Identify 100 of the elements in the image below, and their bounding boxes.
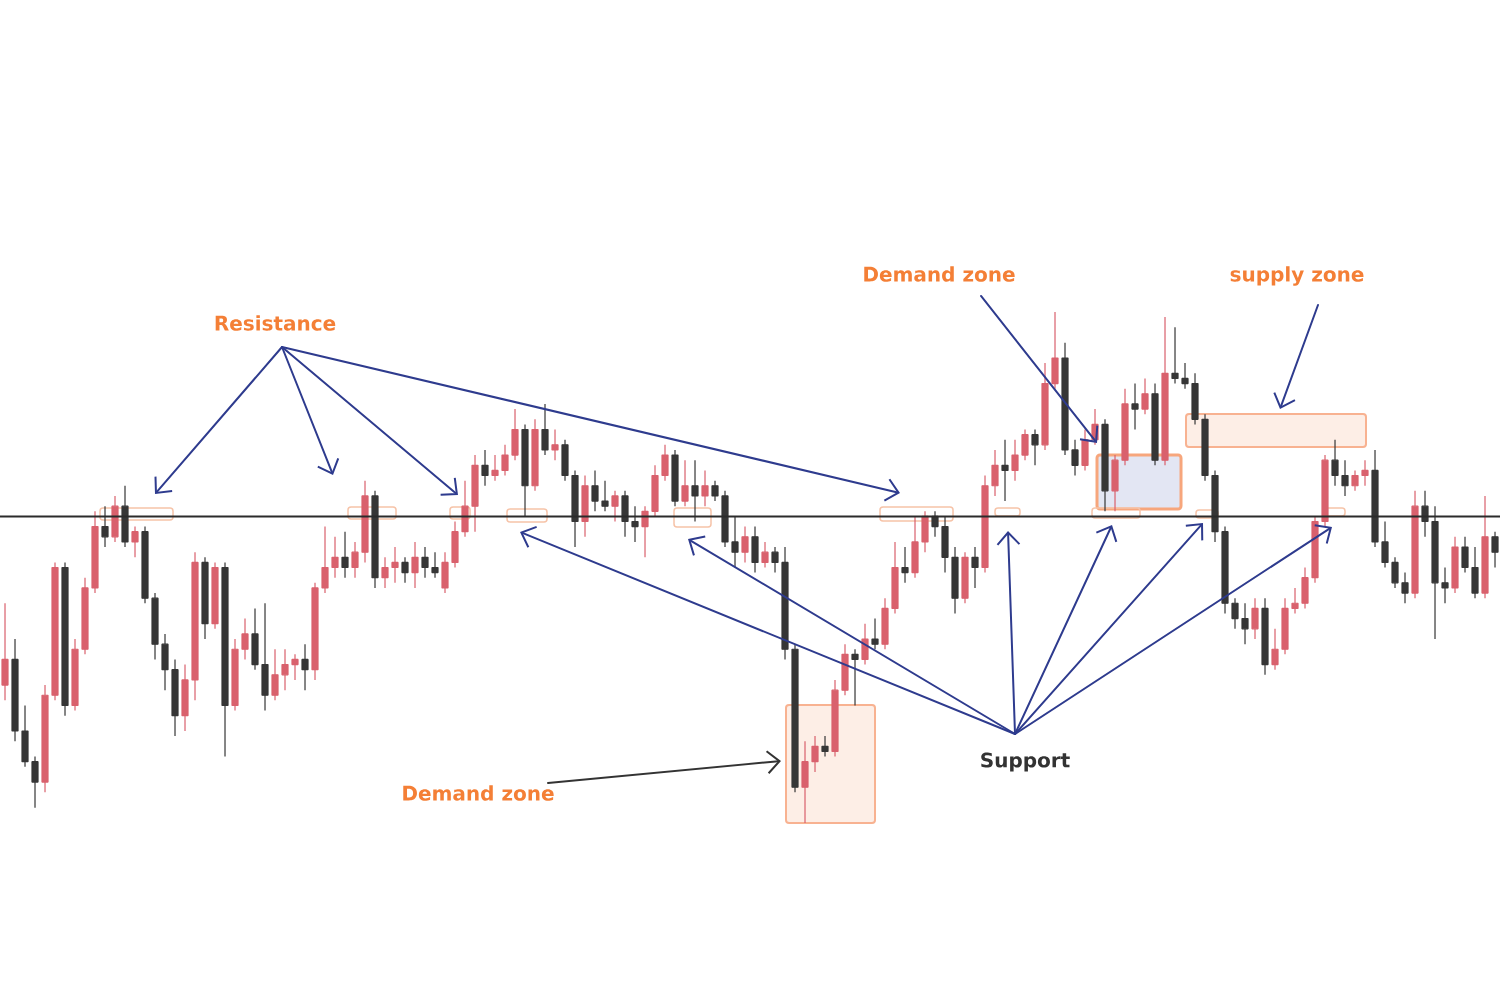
candlestick [1171,326,1179,385]
candlestick [1041,362,1049,451]
candlestick [1351,469,1359,492]
candlestick [751,526,759,574]
candlestick [211,561,219,630]
candlestick [161,633,169,691]
candlestick [821,735,829,758]
candlestick [541,403,549,456]
candlestick [681,459,689,507]
candlestick [171,658,179,737]
candlestick [1461,536,1469,574]
candlestick [21,704,29,768]
candlestick [1131,382,1139,431]
candlestick [1411,490,1419,599]
candlestick [191,551,199,701]
candlestick [341,531,349,579]
candlestick [251,607,259,671]
candlestick [201,556,209,640]
candlestick [791,643,799,793]
text: Demand zone [864,266,1015,282]
candlestick [1151,382,1159,466]
candlestick [951,546,959,615]
candlestick [141,526,149,604]
candlestick [1161,316,1169,466]
candlestick [891,541,899,615]
candlestick [271,648,279,701]
candlestick [491,454,499,482]
candlestick [871,617,879,650]
candlestick [1251,597,1259,640]
candlestick [1391,556,1399,589]
candlestick [831,679,839,758]
candlestick [321,526,329,594]
candlestick [1241,602,1249,645]
candlestick [1291,587,1299,615]
candlestick [1341,459,1349,497]
candlestick [1101,418,1109,512]
candlestick [1061,342,1069,456]
candlestick [91,510,99,594]
candlestick [1141,377,1149,415]
candlestick [881,597,889,650]
candlestick [291,653,299,681]
candlestick [71,638,79,712]
candlestick [1181,362,1189,390]
candlestick [991,449,999,497]
candlestick [1491,531,1499,569]
candlestick [781,546,789,661]
candlestick [111,495,119,543]
candlestick [581,474,589,538]
annotation: Support [981,752,1070,772]
candlestick [1071,439,1079,477]
candlestick [311,582,319,681]
candlestick [561,439,569,482]
candlestick [61,561,69,717]
candlestick [401,556,409,584]
candlestick [41,684,49,793]
candlestick [331,536,339,579]
candlestick [531,418,539,492]
candlestick [601,480,609,512]
candlestick [1451,536,1459,594]
candlestick [1321,454,1329,528]
candlestick [761,541,769,569]
candlestick [1051,311,1059,390]
candlestick [611,490,619,523]
candlestick [1081,428,1089,472]
candlestick [661,444,669,482]
candlestick [971,546,979,589]
candlestick [221,561,229,758]
text: supply zone [1230,266,1364,286]
annotation: Demand zone [403,785,554,801]
candlestick [1261,597,1269,676]
candlestick [741,526,749,563]
candlestick [811,735,819,773]
candlestick [181,663,189,732]
candlestick [11,638,19,742]
candlestick [551,428,559,461]
candlestick [391,546,399,584]
candlestick [361,480,369,563]
candlestick [1231,597,1239,630]
candlestick [131,526,139,558]
candlestick [441,551,449,594]
candlestick [1481,495,1489,599]
candlestick [591,469,599,512]
candlestick [851,648,859,707]
candlestick [801,740,809,824]
candlestick [1361,459,1369,487]
candlestick [301,643,309,691]
candlestick [1221,526,1229,615]
candlestick [1011,439,1019,482]
annotation: Resistance [215,315,336,331]
candlestick [1471,546,1479,599]
candlestick [1271,628,1279,671]
candlestick [501,444,509,477]
candlestick [1311,515,1319,584]
candlestick [981,474,989,574]
candlestick [241,617,249,661]
candlestick [81,577,89,655]
candlestick [771,546,779,574]
candlestick [421,546,429,579]
candlestick [1281,597,1289,655]
candlestick [1301,566,1309,609]
